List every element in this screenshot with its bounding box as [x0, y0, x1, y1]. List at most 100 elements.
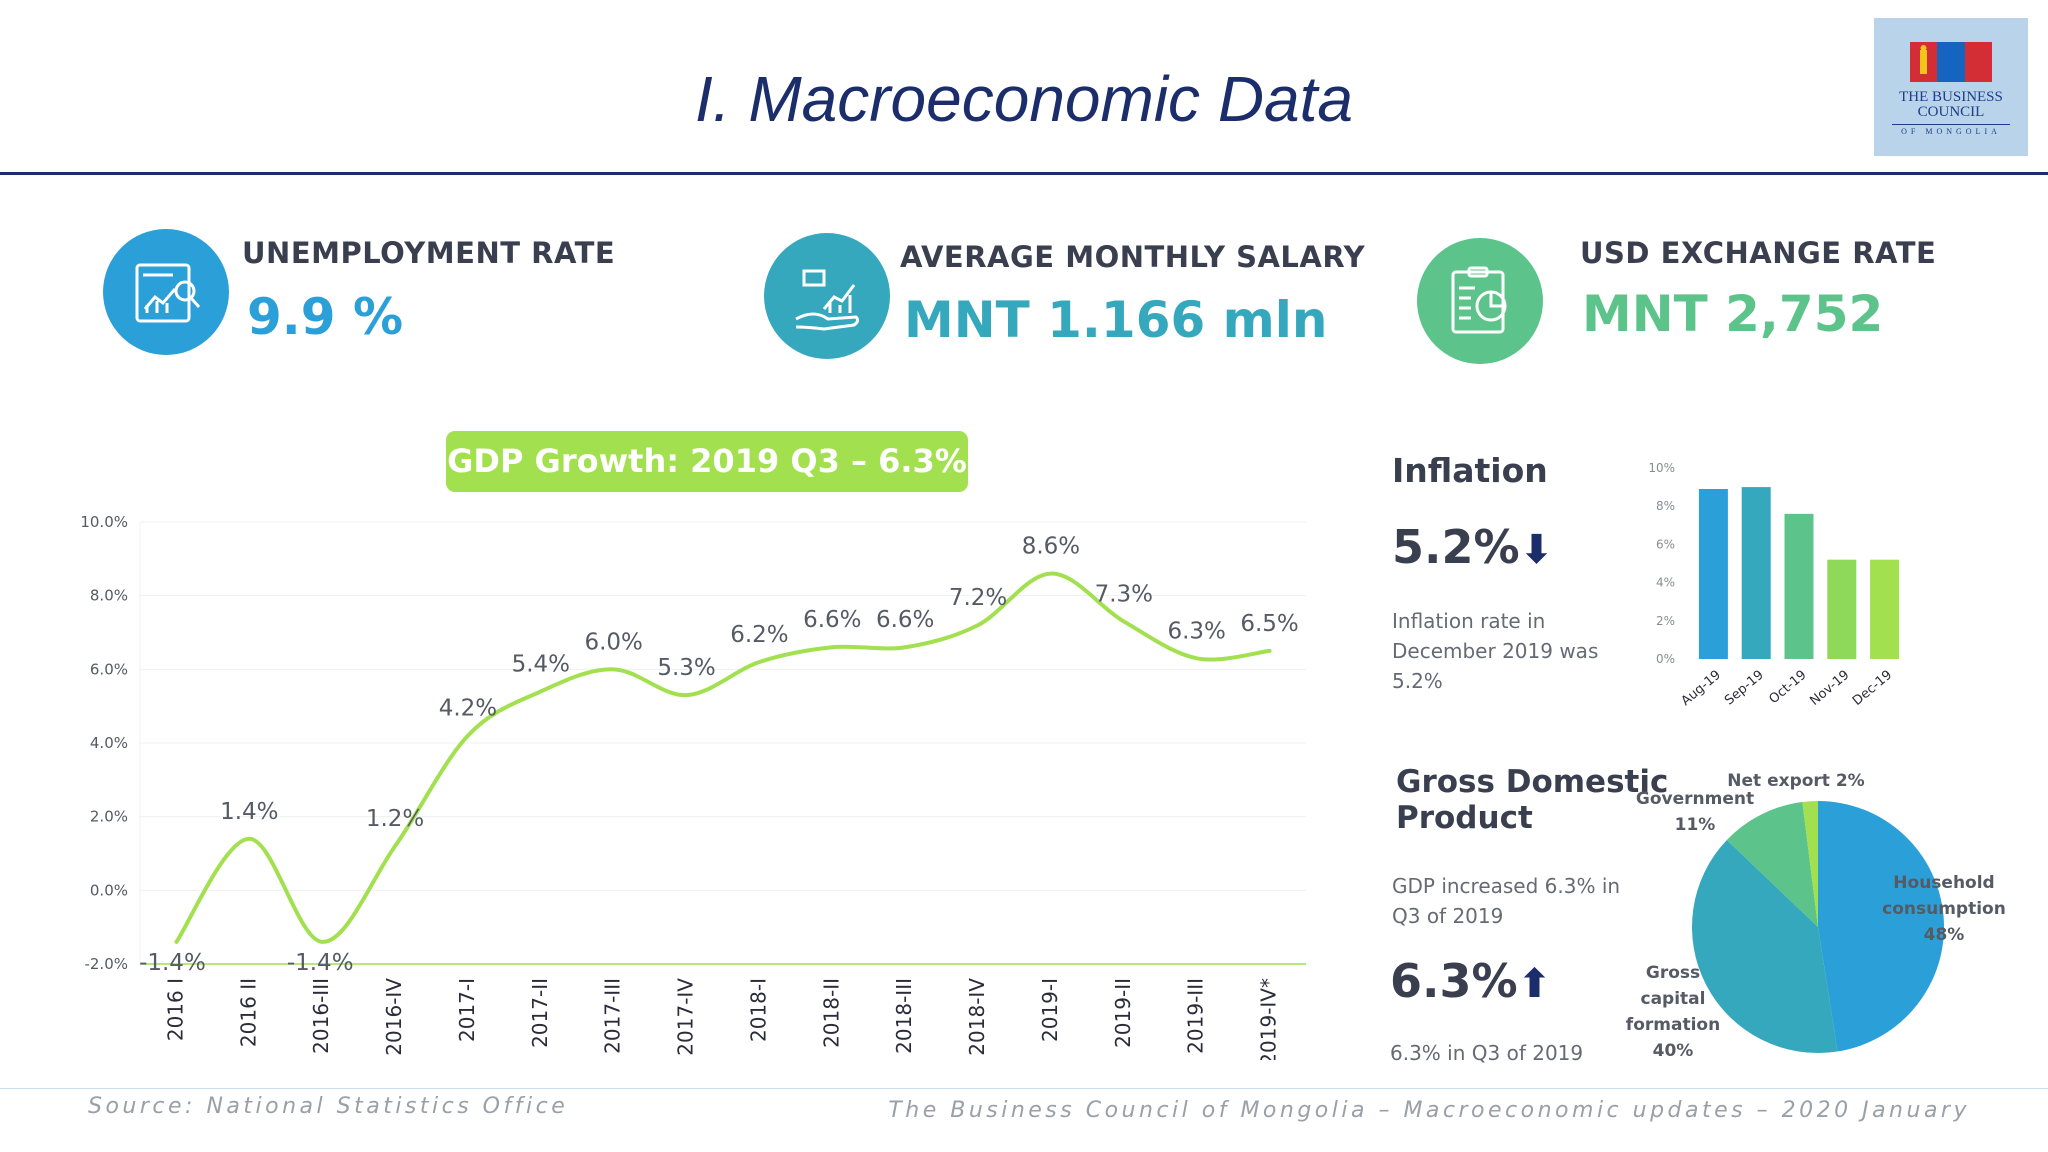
exchange-circle [1417, 238, 1543, 364]
gdp-growth-line-chart: 10.0% 8.0% 6.0% 4.0% 2.0% 0.0% -2.0% -1.4% 1.4% -… [80, 513, 1306, 1060]
data-label: 6.5% [1240, 611, 1298, 637]
pie-slice [1726, 801, 1818, 927]
arrow-up-icon: ⬆ [1517, 961, 1552, 1007]
salary-label: AVERAGE MONTHLY SALARY [900, 240, 1366, 274]
y-tick-label: 6.0% [90, 660, 128, 678]
x-tick-label: 2016 II [236, 978, 260, 1047]
inflation-bar [1870, 559, 1900, 659]
y-tick-label: 6% [1656, 537, 1675, 551]
pie-label: capital [1641, 989, 1706, 1009]
salary-value: MNT 1.166 mln [904, 291, 1328, 349]
inflation-heading: Inflation [1392, 451, 1548, 490]
exchange-value: MNT 2,752 [1582, 285, 1884, 343]
x-tick-label: 2016-III [309, 978, 333, 1054]
data-point [1268, 649, 1272, 653]
x-tick-label: 2019-II [1111, 978, 1135, 1048]
x-tick-label: 2019-I [1038, 978, 1062, 1042]
x-tick-label: 2019-IV* [1257, 978, 1281, 1060]
data-label: 5.3% [657, 655, 715, 681]
y-tick-label: 10% [1648, 461, 1675, 475]
data-label: -1.4% [287, 950, 354, 976]
title-divider [0, 172, 2048, 175]
footer-credit: The Business Council of Mongolia – Macro… [888, 1098, 1970, 1123]
pie-label: 40% [1653, 1041, 1694, 1061]
x-tick-label: Sep-19 [1722, 668, 1767, 709]
page-title: I. Macroeconomic Data [694, 63, 1354, 135]
logo-text-line3: OF MONGOLIA [1901, 127, 2001, 136]
pie-slice [1818, 801, 1944, 1052]
data-label: 6.6% [876, 607, 934, 633]
data-label: 7.2% [949, 585, 1007, 611]
gdp-heading: Gross Domestic Product [1396, 764, 1669, 836]
data-point [685, 693, 689, 697]
pie-label: formation [1626, 1015, 1720, 1035]
y-tick-label: 10.0% [80, 513, 128, 531]
data-label: 7.3% [1095, 581, 1153, 607]
pie-label: 11% [1675, 815, 1716, 835]
inflation-value: 5.2%⬇ [1392, 520, 1554, 574]
pie-label: consumption [1882, 899, 2006, 919]
x-tick-label: Aug-19 [1679, 668, 1724, 709]
data-label: 1.4% [220, 799, 278, 825]
gdp-growth-line [174, 571, 1272, 944]
y-tick-label: 4.0% [90, 734, 128, 752]
data-label: 6.6% [803, 607, 861, 633]
pie-label: Gross [1646, 963, 1700, 983]
pie-label: Government [1636, 789, 1754, 809]
x-tick-label: 2019-III [1184, 978, 1208, 1054]
hand-growth-icon [795, 269, 860, 331]
x-tick-label: 2016-IV [382, 978, 406, 1056]
y-tick-label: 2% [1656, 614, 1675, 628]
inflation-bar [1698, 489, 1728, 659]
unemployment-value: 9.9 % [247, 288, 404, 346]
data-point [612, 667, 616, 671]
x-tick-label: Nov-19 [1807, 668, 1852, 709]
gdp-composition-pie-chart: Household consumption 48% Gross capital forma… [1626, 771, 2006, 1061]
mongolia-flag-icon [1910, 42, 1992, 82]
source-note: Source: National Statistics Office [88, 1094, 569, 1119]
gdp-description: GDP increased 6.3% in Q3 of 2019 [1392, 874, 1621, 928]
x-tick-label: 2017-III [601, 978, 625, 1054]
x-tick-label: 2017-I [455, 978, 479, 1042]
pie-label: 48% [1924, 925, 1965, 945]
data-point [174, 940, 178, 944]
y-tick-label: 4% [1656, 576, 1675, 590]
data-point [1195, 656, 1199, 660]
data-point [466, 734, 470, 738]
data-point [976, 623, 980, 627]
data-label: 4.2% [439, 696, 497, 722]
y-tick-label: 8% [1656, 499, 1675, 513]
y-tick-label: 0.0% [90, 881, 128, 899]
arrow-down-icon: ⬇ [1519, 527, 1554, 573]
data-point [247, 837, 251, 841]
x-tick-label: 2017-IV [674, 978, 698, 1056]
data-point [1049, 572, 1053, 576]
clipboard-chart-icon [1451, 266, 1507, 334]
pie-slice [1692, 840, 1838, 1053]
data-point [320, 940, 324, 944]
data-point [757, 660, 761, 664]
exchange-label: USD EXCHANGE RATE [1580, 236, 1937, 270]
business-council-logo: THE BUSINESS COUNCIL OF MONGOLIA [1874, 18, 2028, 156]
gdp-growth-badge: GDP Growth: 2019 Q3 – 6.3% [446, 431, 968, 492]
x-tick-label: 2018-I [746, 978, 770, 1042]
data-point [830, 645, 834, 649]
inflation-description: Inflation rate in December 2019 was 5.2% [1392, 609, 1599, 693]
x-tick-label: Dec-19 [1850, 668, 1895, 709]
data-label: 5.4% [512, 651, 570, 677]
data-label: 8.6% [1022, 534, 1080, 560]
inflation-bar [1784, 513, 1814, 659]
x-tick-label: 2018-IV [965, 978, 989, 1056]
pie-label: Household [1893, 873, 1994, 893]
salary-circle [764, 233, 890, 359]
unemployment-circle [103, 229, 229, 355]
inflation-bar [1827, 559, 1857, 659]
data-label: -1.4% [139, 950, 206, 976]
report-chart-icon [135, 263, 201, 323]
footer-divider [0, 1088, 2048, 1089]
data-point [1122, 619, 1126, 623]
data-label: 6.2% [730, 622, 788, 648]
x-tick-label: 2018-II [819, 978, 843, 1048]
data-point [393, 844, 397, 848]
